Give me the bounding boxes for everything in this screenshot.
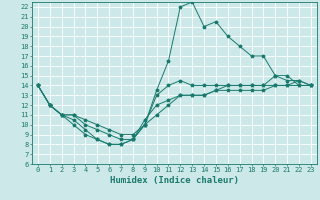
X-axis label: Humidex (Indice chaleur): Humidex (Indice chaleur) <box>110 176 239 185</box>
